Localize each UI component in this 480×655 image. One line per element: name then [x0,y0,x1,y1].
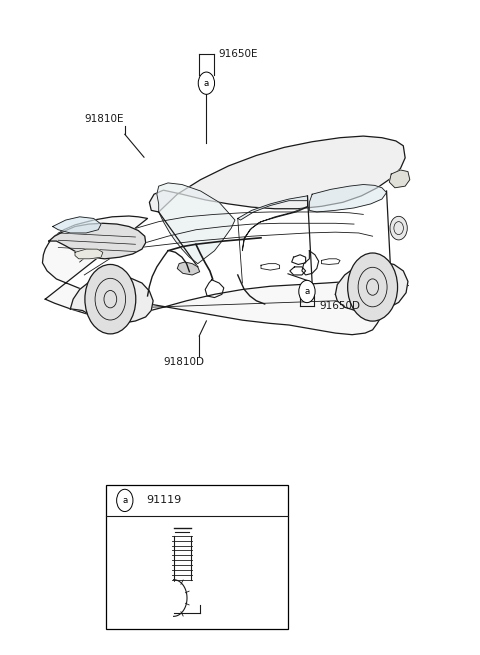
Polygon shape [42,216,408,335]
Polygon shape [389,170,410,188]
Polygon shape [238,196,308,251]
Circle shape [390,216,407,240]
Text: 91810D: 91810D [163,356,204,367]
Circle shape [198,72,215,94]
Polygon shape [177,262,200,275]
Text: 91650D: 91650D [319,301,360,311]
Circle shape [348,253,397,321]
Polygon shape [71,276,153,324]
Polygon shape [157,183,235,264]
Circle shape [85,265,136,334]
Polygon shape [49,223,145,259]
Text: 91650E: 91650E [218,48,258,59]
Polygon shape [75,249,103,259]
Text: a: a [204,79,209,88]
Text: a: a [122,496,127,505]
Text: 91119: 91119 [146,495,181,506]
Polygon shape [309,185,386,212]
Bar [106,485,288,629]
Polygon shape [336,262,408,312]
Text: 91810E: 91810E [84,114,123,124]
Text: a: a [304,287,310,296]
Circle shape [117,489,133,512]
Circle shape [299,280,315,303]
Polygon shape [149,136,405,212]
Polygon shape [53,217,101,233]
